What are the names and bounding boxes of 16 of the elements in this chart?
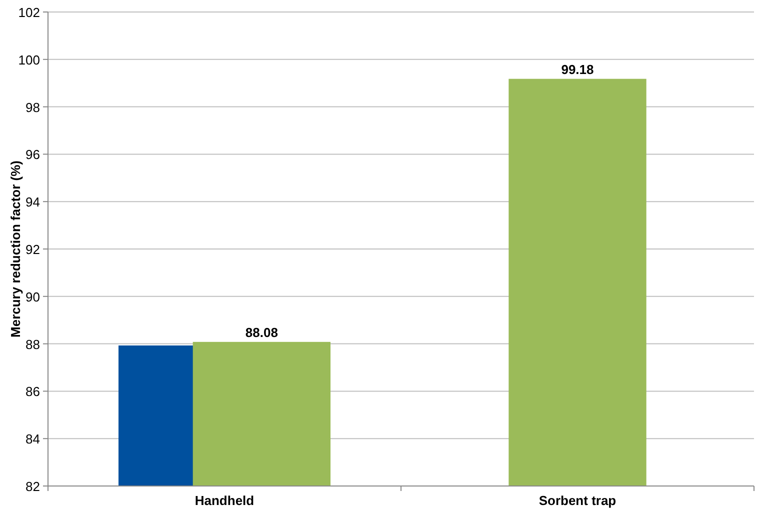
data-label: 99.18 [561,62,594,77]
y-tick-label: 82 [26,479,40,494]
x-tick-label: Sorbent trap [538,493,616,508]
x-tick-label: Handheld [194,493,254,508]
y-tick-label: 94 [26,194,40,210]
y-tick-label: 102 [18,5,40,20]
y-tick-label: 96 [26,147,40,162]
y-tick-label: 84 [26,432,40,447]
data-label: 88.08 [245,324,278,340]
y-tick-label: 92 [26,242,40,257]
y-tick-label: 86 [26,384,40,400]
y-tick-label: 98 [26,100,40,115]
y-tick-label: 88 [26,336,40,352]
y-tick-label: 90 [26,289,40,304]
y-tick-label: 100 [18,52,40,68]
y-axis-title: Mercury reduction factor (%) [8,160,23,338]
